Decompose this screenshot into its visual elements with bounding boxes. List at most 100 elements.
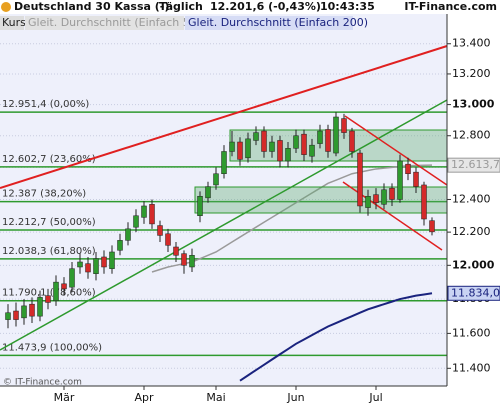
y-tick-label: 11.600 <box>452 326 491 339</box>
x-tick-label: Mär <box>54 391 75 404</box>
legend-box <box>25 16 184 30</box>
x-tick-label: Mai <box>206 391 225 404</box>
candle-body <box>181 253 187 266</box>
x-tick-label: Apr <box>134 391 154 404</box>
y-tick-label: 13.200 <box>452 67 491 80</box>
header-bar <box>0 0 500 14</box>
instrument: Deutschland 30 Kassa (-) <box>14 0 169 13</box>
candle-body <box>165 233 171 246</box>
candle-body <box>53 281 59 302</box>
candle-body <box>317 130 323 144</box>
candle-body <box>93 258 99 274</box>
value-label-box <box>447 157 500 173</box>
legend-price: Kurs <box>2 16 26 29</box>
candle-body <box>389 187 395 200</box>
price: 12.201,6 (-0,43%) <box>210 0 321 13</box>
trend-line <box>0 99 448 351</box>
candle-body <box>5 312 11 320</box>
candle-body <box>253 132 259 141</box>
channel-line <box>344 115 448 186</box>
x-tick-label: Jun <box>286 391 304 404</box>
candle-body <box>77 261 83 268</box>
fib-label: 11.473,9 (100,00%) <box>2 342 102 353</box>
candle-body <box>269 141 275 152</box>
candle-body <box>365 195 371 208</box>
candle-body <box>213 173 219 186</box>
candle-body <box>237 141 243 160</box>
fib-label: 12.038,3 (61,80%) <box>2 246 96 257</box>
candle-body <box>157 225 163 236</box>
candle-body <box>141 205 147 218</box>
fib-label: 12.387 (38,20%) <box>2 189 86 200</box>
candle-body <box>125 228 131 241</box>
candle-body <box>325 129 331 152</box>
overlay <box>5 112 435 329</box>
candle-body <box>117 240 123 251</box>
candle-body <box>333 116 339 154</box>
brand: IT-Finance.com <box>404 0 497 13</box>
fib-label: 12.951,4 (0,00%) <box>2 99 89 110</box>
candle-body <box>301 133 307 155</box>
candle-body <box>85 263 91 273</box>
zone <box>194 186 448 214</box>
candle-body <box>69 268 75 288</box>
candle-body <box>29 303 35 317</box>
candle-body <box>285 148 291 162</box>
candle-body <box>277 140 283 162</box>
candle-body <box>341 118 347 133</box>
candle-body <box>221 151 227 174</box>
candle-body <box>309 144 315 157</box>
y-tick-label: 12.400 <box>452 192 491 205</box>
candle-body <box>37 297 43 317</box>
moving-average <box>239 292 433 382</box>
fib-label: 11.790,1 (78,60%) <box>2 288 96 299</box>
value-label: 12.613,7 <box>451 158 500 171</box>
y-tick-label: 11.400 <box>452 361 491 374</box>
candle-body <box>261 130 267 152</box>
candle-body <box>173 246 179 256</box>
candle-body <box>189 255 195 268</box>
candle-body <box>229 141 235 152</box>
candle-body <box>101 256 107 268</box>
y-tick-label: 13.400 <box>452 37 491 50</box>
candle-body <box>429 220 435 233</box>
legend-box <box>0 16 24 30</box>
candle-body <box>13 310 19 320</box>
candle-body <box>21 305 27 319</box>
candle-body <box>245 138 251 159</box>
candle-body <box>61 283 67 290</box>
candle-body <box>357 152 363 207</box>
candle-body <box>349 130 355 152</box>
plot-area <box>0 14 447 386</box>
x-tick-label: Jul <box>368 391 382 404</box>
y-tick-label: 12.200 <box>452 225 491 238</box>
y-tick-label: 13.000 <box>452 98 495 111</box>
value-label-box <box>447 285 500 301</box>
candle-body <box>197 195 203 216</box>
candle-body <box>293 135 299 149</box>
candle-body <box>205 186 211 199</box>
value-label: 11.834,0 <box>451 286 500 299</box>
legend-sma50: Gleit. Durchschnitt (Einfach 50) <box>28 16 201 29</box>
legend-box <box>185 16 353 30</box>
moving-average <box>151 164 433 273</box>
fib-label: 12.212,7 (50,00%) <box>2 217 96 228</box>
candle-body <box>133 215 139 228</box>
candle-body <box>149 204 155 225</box>
candle-body <box>381 189 387 205</box>
candle-body <box>109 251 115 269</box>
candle-body <box>45 295 51 303</box>
candle-body <box>397 160 403 200</box>
trend-line <box>0 45 448 189</box>
y-tick-label: 12.000 <box>452 258 495 271</box>
y-tick-label: 12.800 <box>452 129 491 142</box>
logo <box>1 2 11 12</box>
fib-label: 12.602,7 (23,60%) <box>2 154 96 165</box>
candle-body <box>421 184 427 220</box>
candle-body <box>373 194 379 203</box>
candle-body <box>405 163 411 174</box>
candle-body <box>413 171 419 187</box>
copyright: © IT-Finance.com <box>3 378 82 388</box>
